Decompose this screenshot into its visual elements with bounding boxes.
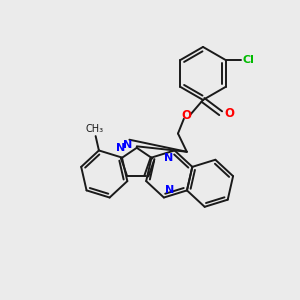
Text: N: N bbox=[123, 140, 132, 150]
Text: N: N bbox=[165, 185, 174, 195]
Text: N: N bbox=[164, 153, 174, 163]
Text: O: O bbox=[182, 109, 192, 122]
Text: O: O bbox=[224, 107, 234, 120]
Text: Cl: Cl bbox=[242, 55, 254, 65]
Text: CH₃: CH₃ bbox=[85, 124, 103, 134]
Text: N: N bbox=[116, 142, 125, 153]
